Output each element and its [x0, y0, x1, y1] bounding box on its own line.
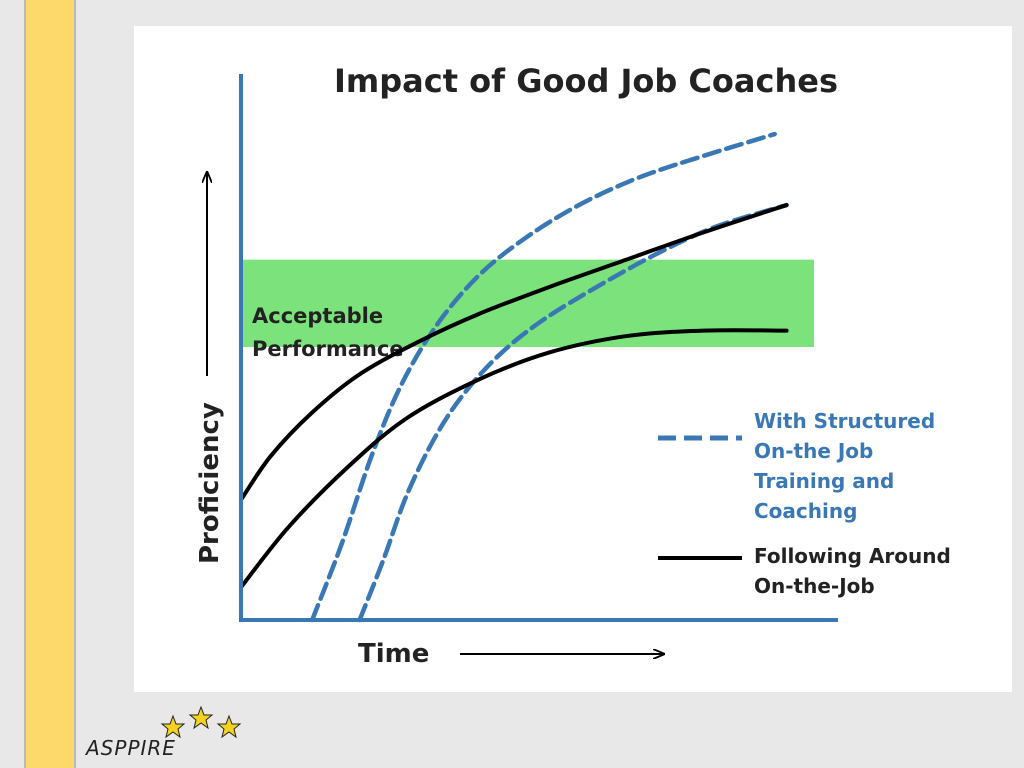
following-around-line-3 [239, 328, 789, 590]
asppire-logo: ASPPIRE [86, 706, 266, 766]
legend-dashed-line1: With Structured [754, 409, 935, 433]
legend-dashed-line2: On-the Job [754, 439, 873, 463]
following-around-line-2 [239, 203, 789, 502]
band-label-line1: Acceptable [252, 304, 383, 328]
star-icon [188, 706, 214, 730]
star-icon-group [160, 706, 242, 739]
legend-solid-line1: Following Around [754, 544, 951, 568]
star-icon [216, 714, 242, 739]
band-label-line2: Performance [252, 337, 404, 361]
legend-dashed-line4: Coaching [754, 499, 857, 523]
slide-side-stripe [24, 0, 76, 768]
acceptable-band [243, 259, 814, 347]
chart-title: Impact of Good Job Coaches [334, 62, 838, 100]
legend-solid-line2: On-the-Job [754, 574, 875, 598]
chart-svg: Impact of Good Job Coaches Acceptable Pe… [195, 62, 951, 669]
logo-text: ASPPIRE [86, 736, 176, 760]
structured-training-line-0 [309, 131, 777, 623]
chart-panel: Impact of Good Job Coaches Acceptable Pe… [134, 26, 1012, 692]
y-axis-label: Proficiency [195, 402, 225, 564]
legend-dashed-line3: Training and [754, 469, 894, 493]
star-icon [160, 714, 186, 739]
x-axis-label: Time [358, 639, 429, 669]
series-group [239, 131, 789, 623]
